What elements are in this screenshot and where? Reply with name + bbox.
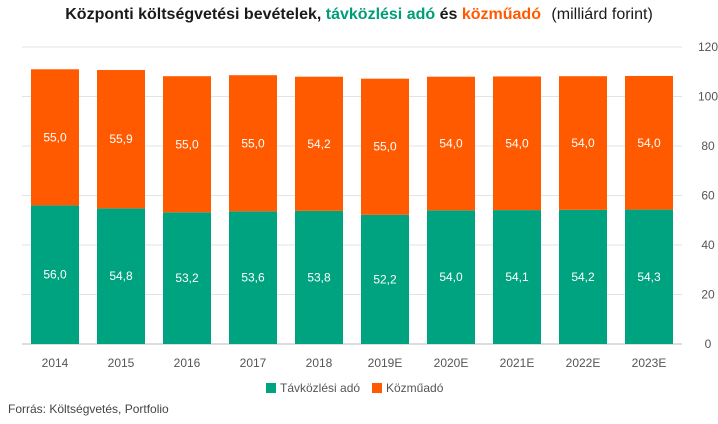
data-label: 55,0 <box>175 137 199 151</box>
data-label: 54,3 <box>637 270 661 284</box>
y-tick-label: 60 <box>701 189 715 203</box>
y-tick-label: 20 <box>701 288 715 302</box>
legend-item-kozmuado-label: Közműadó <box>386 381 444 395</box>
y-tick-label: 40 <box>701 238 715 252</box>
bar-tavkozlesi-ado <box>31 205 79 344</box>
x-tick-label: 2015 <box>108 356 135 370</box>
bar-kozmuado <box>427 76 475 211</box>
legend-item-kozmuado-swatch <box>372 383 382 393</box>
data-label: 54,0 <box>505 136 529 150</box>
bar-tavkozlesi-ado <box>625 209 673 344</box>
bar-kozmuado <box>295 76 343 211</box>
data-label: 55,0 <box>373 140 397 154</box>
legend-item-tavkozlesi-ado-swatch <box>266 383 276 393</box>
title-prefix: Központi költségvetési bevételek, <box>65 6 322 23</box>
data-label: 53,6 <box>241 271 265 285</box>
bar-kozmuado <box>625 75 673 210</box>
data-label: 54,0 <box>439 137 463 151</box>
x-tick-label: 2014 <box>42 356 69 370</box>
bar-kozmuado <box>31 69 79 206</box>
title-joiner: és <box>439 6 458 23</box>
bar-kozmuado <box>361 78 409 215</box>
data-label: 53,2 <box>175 271 199 285</box>
data-label: 56,0 <box>43 268 67 282</box>
y-tick-label: 100 <box>698 90 718 104</box>
x-tick-label: 2019E <box>368 356 403 370</box>
y-tick-label: 120 <box>698 40 718 54</box>
bar-tavkozlesi-ado <box>295 210 343 344</box>
x-tick-label: 2016 <box>174 356 201 370</box>
data-label: 53,8 <box>307 270 331 284</box>
data-label: 54,2 <box>307 137 331 151</box>
bar-tavkozlesi-ado <box>163 212 211 344</box>
data-label: 54,1 <box>505 270 529 284</box>
bar-tavkozlesi-ado <box>229 211 277 344</box>
data-label: 55,0 <box>241 136 265 150</box>
x-tick-label: 2020E <box>434 356 469 370</box>
data-label: 54,0 <box>439 270 463 284</box>
data-label: 52,2 <box>373 272 397 286</box>
y-tick-label: 0 <box>705 337 712 351</box>
source-note: Forrás: Költségvetés, Portfolio <box>8 402 169 416</box>
bar-tavkozlesi-ado <box>427 210 475 344</box>
bar-tavkozlesi-ado <box>493 210 541 344</box>
chart-title: Központi költségvetési bevételek, távköz… <box>0 6 718 24</box>
y-tick-label: 80 <box>701 139 715 153</box>
bar-tavkozlesi-ado <box>97 208 145 344</box>
title-series-a: távközlési adó <box>325 6 436 23</box>
data-label: 54,8 <box>109 269 133 283</box>
bar-kozmuado <box>229 75 277 212</box>
x-tick-label: 2021E <box>500 356 535 370</box>
data-label: 54,2 <box>571 270 595 284</box>
x-tick-label: 2023E <box>632 356 667 370</box>
title-unit: (milliárd forint) <box>551 6 653 23</box>
data-label: 54,0 <box>571 136 595 150</box>
bar-kozmuado <box>97 70 145 209</box>
bar-tavkozlesi-ado <box>361 214 409 344</box>
bar-kozmuado <box>493 76 541 211</box>
bar-tavkozlesi-ado <box>559 209 607 344</box>
x-tick-label: 2018 <box>306 356 333 370</box>
legend-item-tavkozlesi-ado-label: Távközlési adó <box>280 381 360 395</box>
data-label: 55,0 <box>43 130 67 144</box>
data-label: 54,0 <box>637 136 661 150</box>
title-series-b: közműadó <box>461 6 541 23</box>
data-label: 55,9 <box>109 132 133 146</box>
x-tick-label: 2022E <box>566 356 601 370</box>
bar-kozmuado <box>559 76 607 210</box>
x-tick-label: 2017 <box>240 356 267 370</box>
bar-kozmuado <box>163 76 211 213</box>
